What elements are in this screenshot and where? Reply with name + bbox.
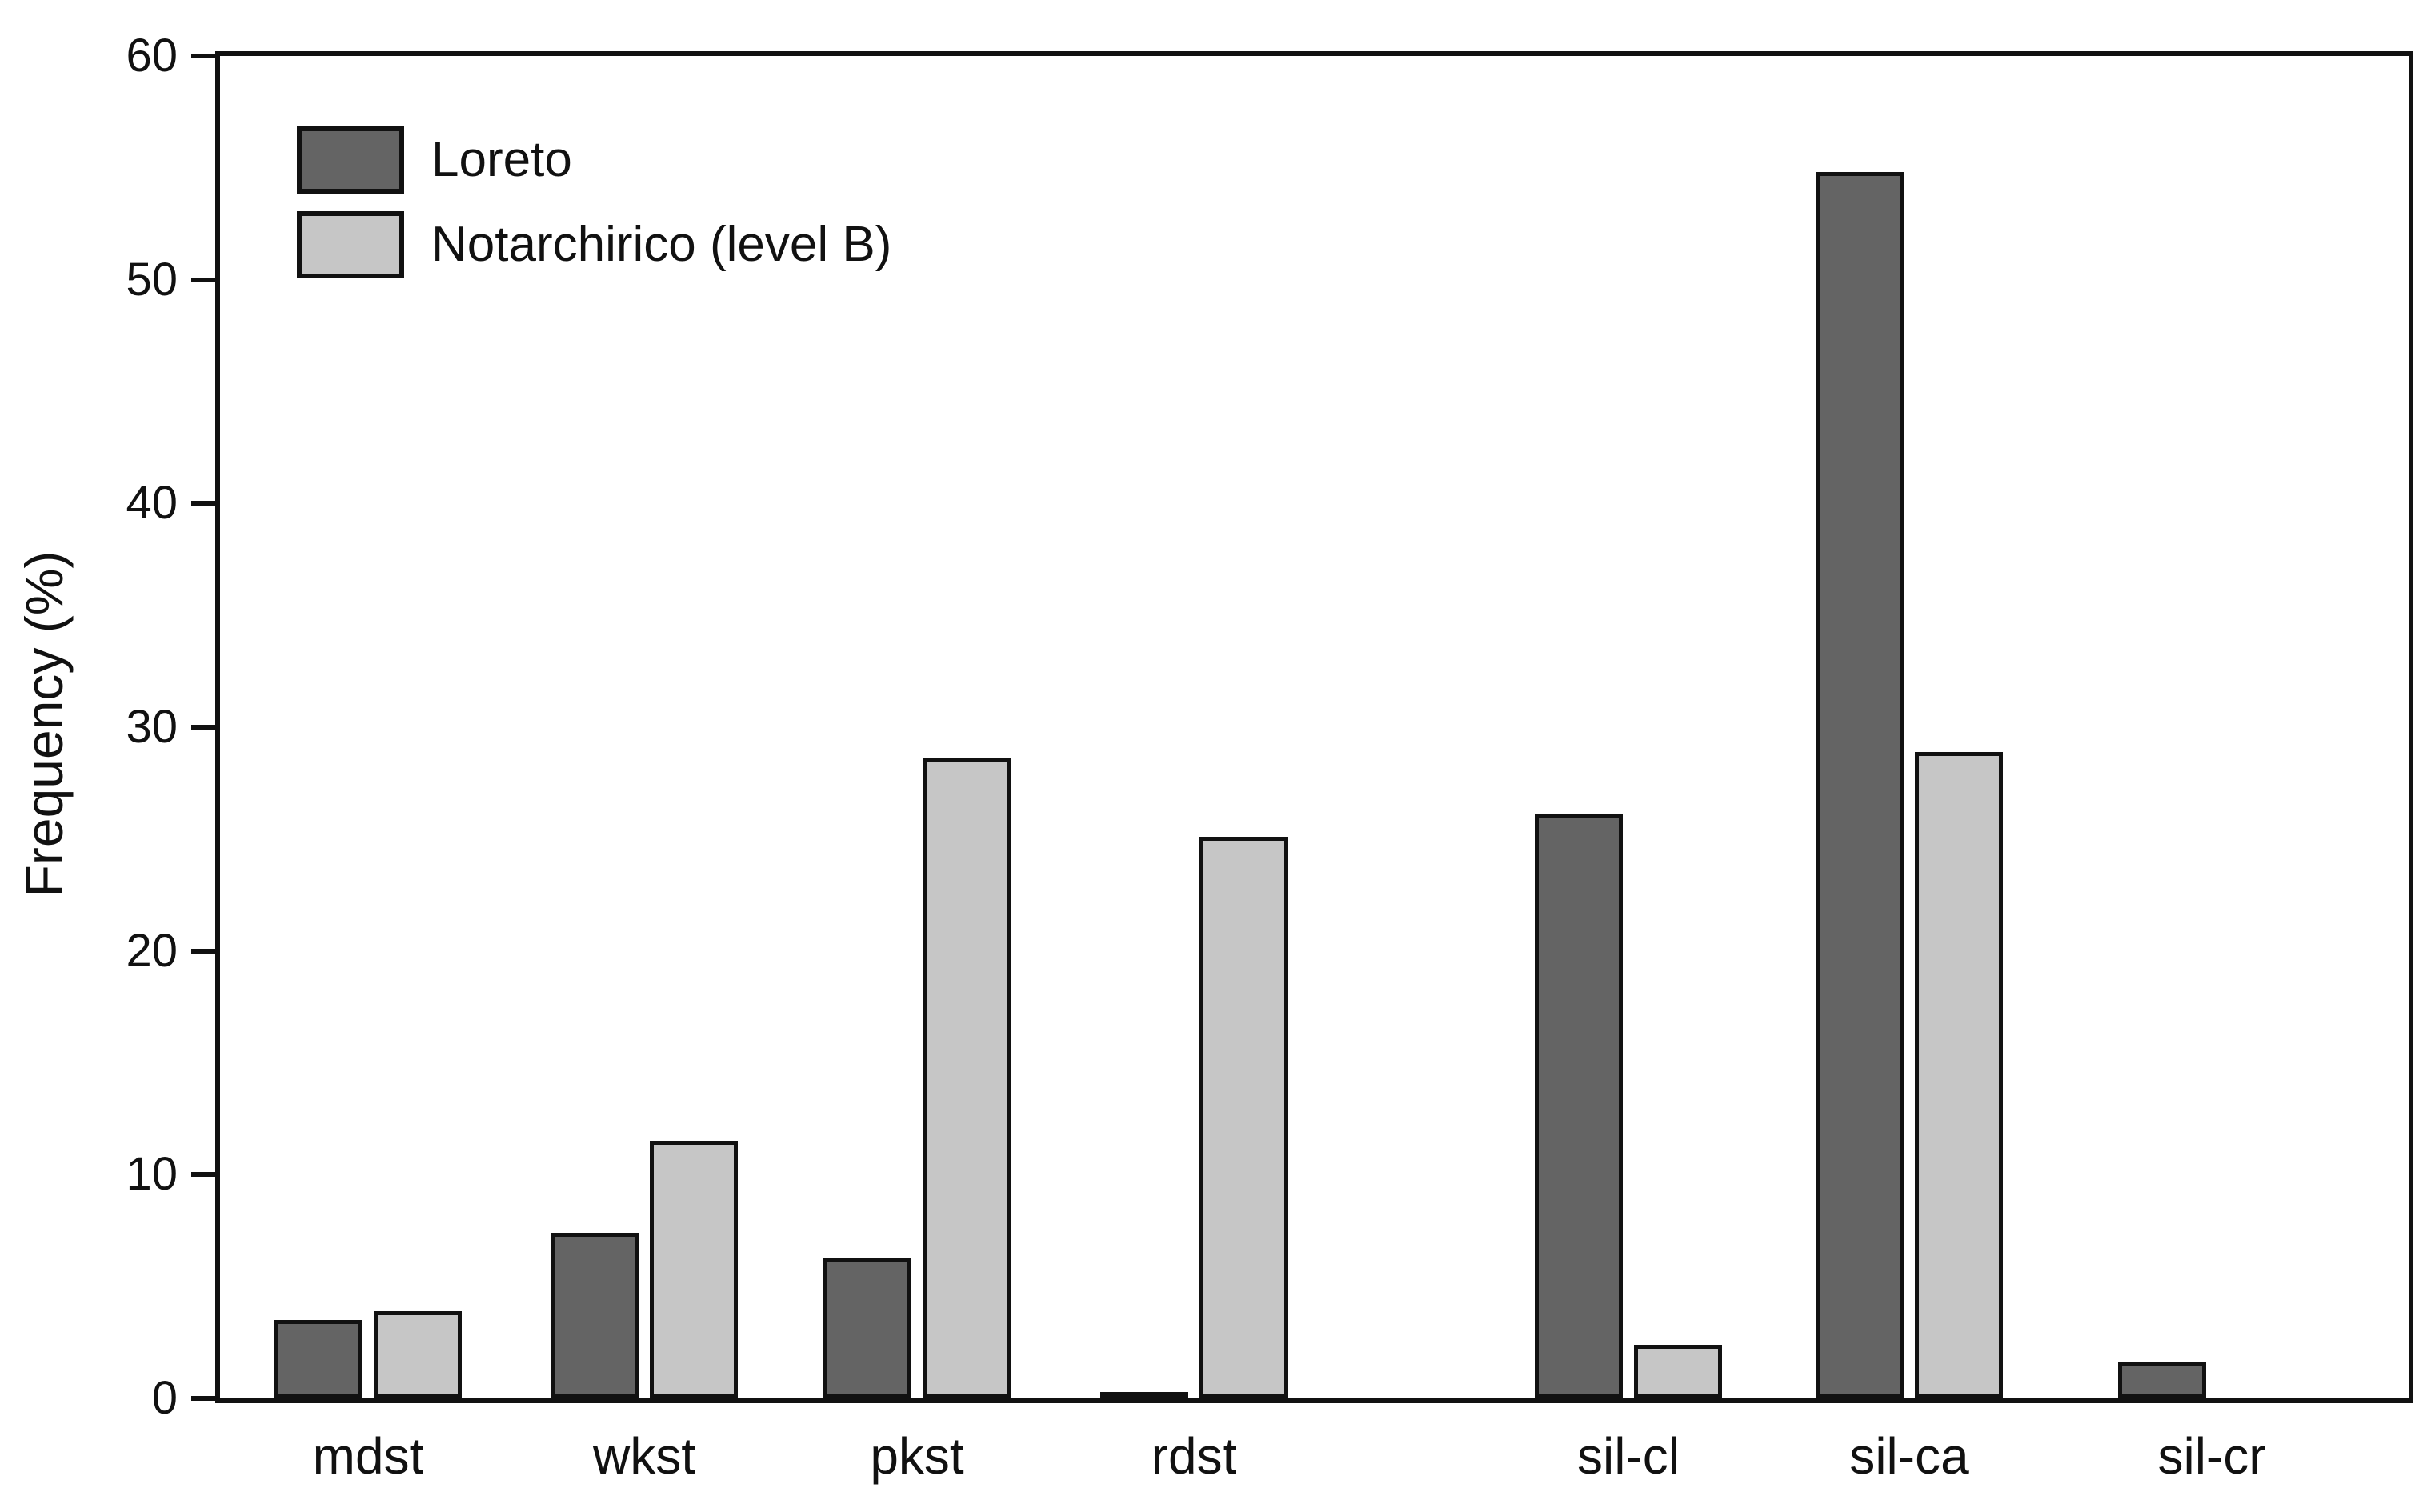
ytick-mark-0 <box>191 1396 220 1401</box>
legend-label-loreto: Loreto <box>431 132 572 187</box>
ytick-mark-60 <box>191 54 220 58</box>
legend-item-notarchirico: Notarchirico (level B) <box>297 211 891 278</box>
ytick-label-50: 50 <box>126 253 178 306</box>
ytick-label-0: 0 <box>151 1372 178 1424</box>
bar-loreto-sil-cl <box>1535 814 1623 1398</box>
category-label-mdst: mdst <box>312 1427 424 1485</box>
bar-notarchirico-wkst <box>650 1141 738 1398</box>
ytick-label-60: 60 <box>126 30 178 82</box>
bar-notarchirico-sil-cl <box>1634 1345 1722 1398</box>
ytick-mark-30 <box>191 725 220 730</box>
bar-loreto-mdst <box>274 1320 362 1398</box>
bar-loreto-sil-ca <box>1816 172 1904 1398</box>
ytick-label-30: 30 <box>126 701 178 753</box>
category-label-sil-cl: sil-cl <box>1577 1427 1680 1485</box>
ytick-mark-50 <box>191 277 220 282</box>
legend-label-notarchirico: Notarchirico (level B) <box>431 217 892 272</box>
ytick-mark-20 <box>191 948 220 954</box>
bar-loreto-pkst <box>823 1258 911 1398</box>
category-label-wkst: wkst <box>593 1427 695 1485</box>
legend-swatch-notarchirico <box>297 211 404 278</box>
legend-swatch-loreto <box>297 126 404 194</box>
ytick-label-10: 10 <box>126 1148 178 1201</box>
bar-notarchirico-rdst <box>1199 837 1288 1398</box>
legend-item-loreto: Loreto <box>297 126 891 194</box>
category-label-rdst: rdst <box>1151 1427 1237 1485</box>
bar-notarchirico-pkst <box>923 758 1011 1398</box>
bar-loreto-wkst <box>551 1233 639 1398</box>
ytick-label-40: 40 <box>126 477 178 530</box>
ytick-mark-10 <box>191 1172 220 1178</box>
legend: Loreto Notarchirico (level B) <box>297 126 891 278</box>
category-label-pkst: pkst <box>870 1427 964 1485</box>
bar-notarchirico-sil-ca <box>1915 752 2003 1398</box>
category-label-sil-ca: sil-ca <box>1849 1427 1969 1485</box>
category-label-sil-cr: sil-cr <box>2157 1427 2266 1485</box>
bar-loreto-sil-cr <box>2118 1362 2206 1398</box>
ytick-label-20: 20 <box>126 924 178 977</box>
bar-loreto-rdst <box>1100 1392 1188 1400</box>
ytick-mark-40 <box>191 501 220 506</box>
bar-notarchirico-mdst <box>374 1311 462 1398</box>
